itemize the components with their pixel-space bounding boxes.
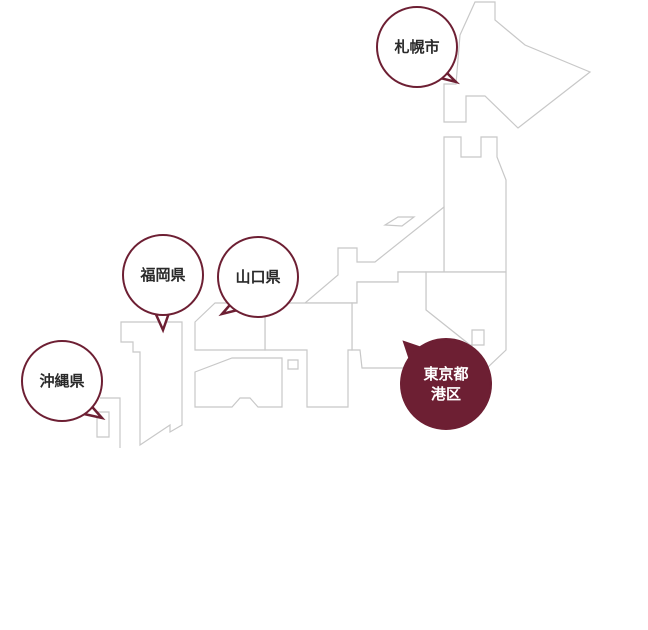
region-hokkaido	[443, 1, 592, 129]
region-kyushu	[120, 321, 183, 447]
location-marker-yamaguchi[interactable]: 山口県	[217, 236, 299, 318]
location-marker-fukuoka[interactable]: 福岡県	[122, 234, 204, 316]
region-tohoku	[443, 136, 507, 273]
region-shikoku	[194, 357, 283, 408]
region-okinawa	[100, 397, 121, 448]
location-label-fukuoka: 福岡県	[140, 266, 186, 284]
region-sado-island	[383, 216, 416, 227]
location-label-okinawa: 沖縄県	[39, 372, 85, 390]
location-marker-okinawa[interactable]: 沖縄県	[21, 340, 103, 422]
location-label-tokyo-line1: 東京都	[423, 365, 469, 383]
location-marker-sapporo[interactable]: 札幌市	[376, 6, 458, 88]
location-marker-tokyo[interactable]: 東京都 港区	[400, 338, 492, 430]
location-label-tokyo: 東京都 港区	[423, 364, 468, 404]
location-label-tokyo-line2: 港区	[430, 385, 461, 403]
location-label-yamaguchi: 山口県	[235, 268, 281, 286]
location-label-sapporo: 札幌市	[394, 38, 440, 56]
region-awaji-island	[287, 359, 299, 370]
